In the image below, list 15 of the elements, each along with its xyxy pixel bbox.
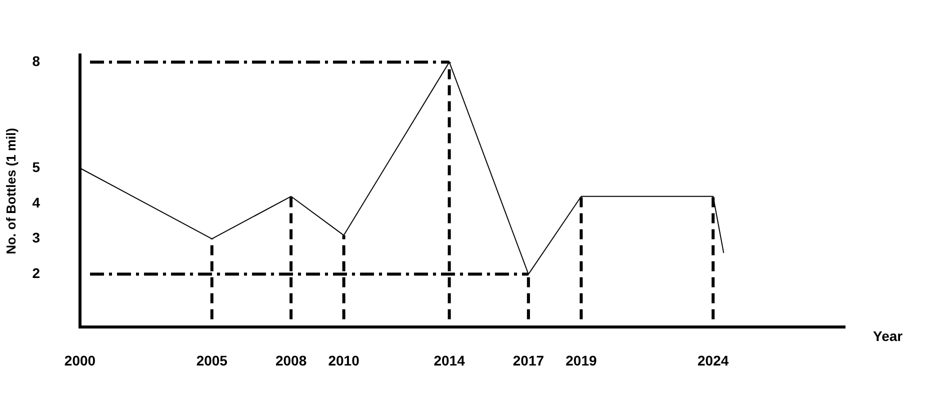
y-tick-label: 2 [32, 265, 40, 282]
x-tick-label: 2010 [328, 352, 360, 368]
x-tick-label: 2000 [64, 352, 96, 368]
y-axis-title: No. of Bottles (1 mil) [3, 128, 18, 254]
x-tick-label: 2024 [698, 352, 729, 368]
x-tick-label: 2019 [566, 352, 597, 368]
x-tick-label: 2008 [275, 352, 307, 368]
x-tick-label: 2005 [196, 352, 228, 368]
y-tick-label: 3 [32, 230, 40, 246]
y-tick-label: 4 [32, 194, 40, 210]
x-axis-title: Year [873, 328, 904, 344]
x-tick-label: 2014 [434, 352, 466, 368]
x-tick-label: 2017 [512, 352, 544, 368]
y-tick-label: 5 [32, 158, 40, 175]
y-tick-label: 8 [32, 52, 40, 69]
